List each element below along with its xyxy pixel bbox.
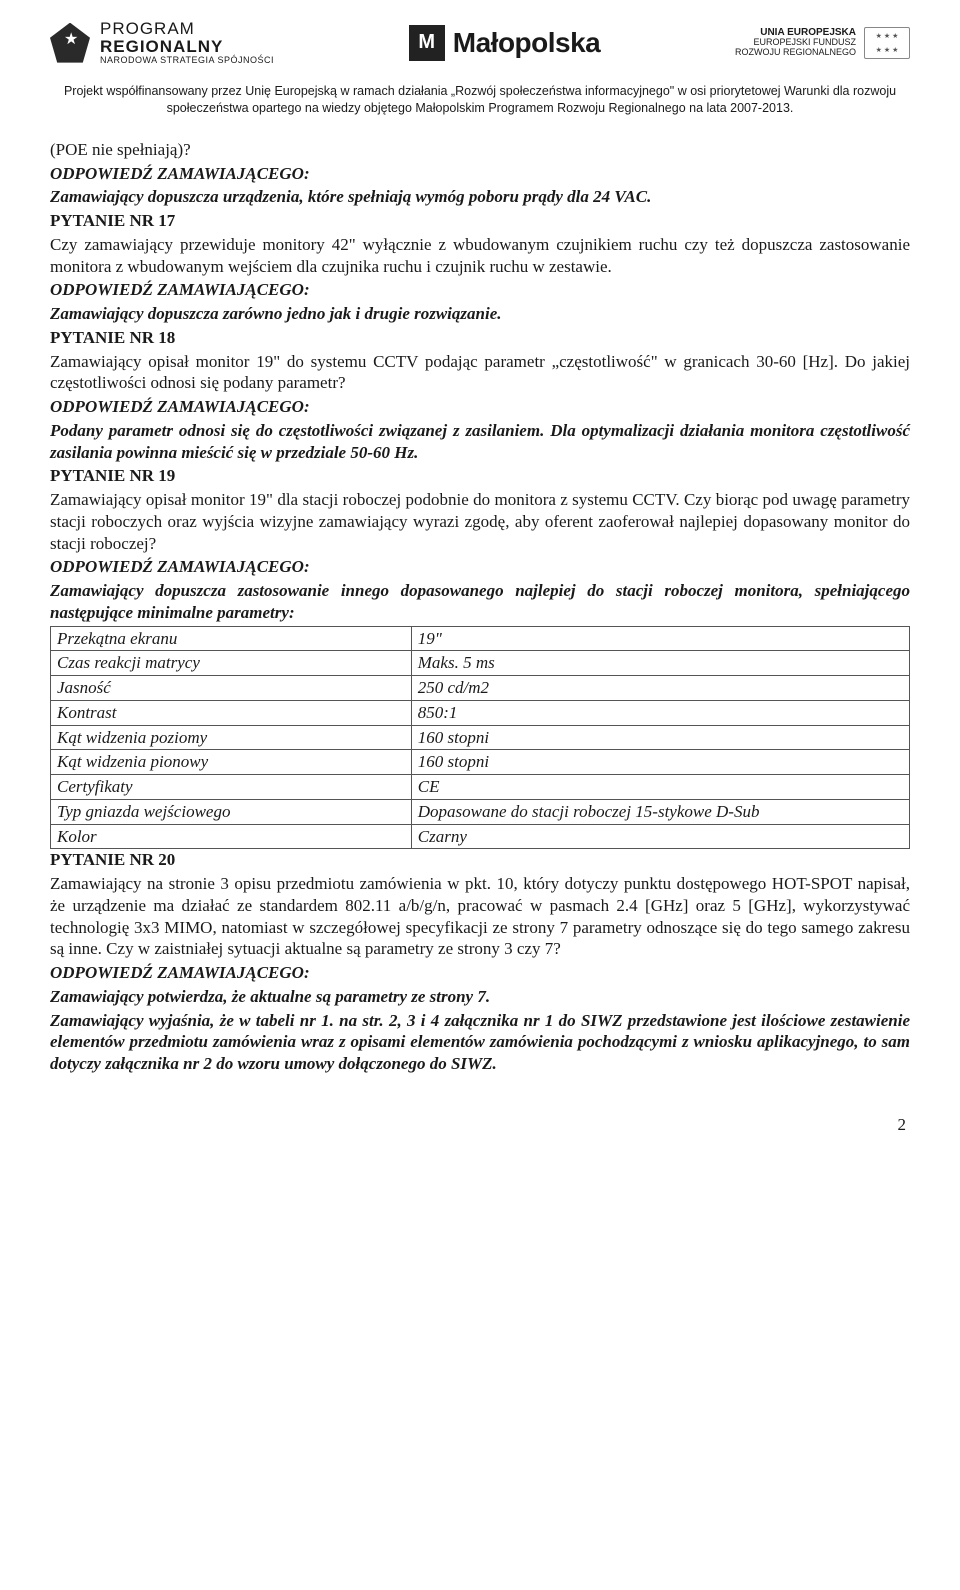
cell-value: CE [411, 775, 909, 800]
cell-value: 160 stopni [411, 725, 909, 750]
cell-value: 250 cd/m2 [411, 676, 909, 701]
intro-answer-head: ODPOWIEDŹ ZAMAWIAJĄCEGO: [50, 163, 910, 185]
logo-left-line3: NARODOWA STRATEGIA SPÓJNOŚCI [100, 56, 274, 65]
eu-text: UNIA EUROPEJSKA EUROPEJSKI FUNDUSZ ROZWO… [735, 27, 856, 58]
cell-value: 850:1 [411, 700, 909, 725]
eu-flag-icon [864, 27, 910, 59]
cell-value: 160 stopni [411, 750, 909, 775]
q19-head: PYTANIE NR 19 [50, 465, 910, 487]
cell-value: Maks. 5 ms [411, 651, 909, 676]
malopolska-mark-icon: M [409, 25, 445, 61]
table-row: Kąt widzenia poziomy160 stopni [51, 725, 910, 750]
q19-table-body: Przekątna ekranu19" Czas reakcji matrycy… [51, 626, 910, 849]
q17-head: PYTANIE NR 17 [50, 210, 910, 232]
logo-left-line1: PROGRAM [100, 20, 274, 38]
cell-param: Przekątna ekranu [51, 626, 412, 651]
q18-body: Zamawiający opisał monitor 19" do system… [50, 351, 910, 395]
logo-malopolska: M Małopolska [409, 25, 600, 61]
q19-answer-body: Zamawiający dopuszcza zastosowanie inneg… [50, 580, 910, 624]
cell-param: Czas reakcji matrycy [51, 651, 412, 676]
header: PROGRAM REGIONALNY NARODOWA STRATEGIA SP… [50, 20, 910, 65]
cell-value: 19" [411, 626, 909, 651]
cofinance-statement: Projekt współfinansowany przez Unię Euro… [50, 83, 910, 117]
table-row: Czas reakcji matrycyMaks. 5 ms [51, 651, 910, 676]
intro-line1: (POE nie spełniają)? [50, 139, 910, 161]
table-row: Jasność250 cd/m2 [51, 676, 910, 701]
table-row: Kąt widzenia pionowy160 stopni [51, 750, 910, 775]
q20-head: PYTANIE NR 20 [50, 849, 910, 871]
table-row: KolorCzarny [51, 824, 910, 849]
logo-left-line2: REGIONALNY [100, 38, 274, 56]
q20-body: Zamawiający na stronie 3 opisu przedmiot… [50, 873, 910, 960]
table-row: Przekątna ekranu19" [51, 626, 910, 651]
cell-value: Czarny [411, 824, 909, 849]
body: (POE nie spełniają)? ODPOWIEDŹ ZAMAWIAJĄ… [50, 139, 910, 1075]
cell-param: Kontrast [51, 700, 412, 725]
q17-answer-body: Zamawiający dopuszcza zarówno jedno jak … [50, 303, 910, 325]
page: PROGRAM REGIONALNY NARODOWA STRATEGIA SP… [0, 0, 960, 1165]
q17-body: Czy zamawiający przewiduje monitory 42" … [50, 234, 910, 278]
q19-body: Zamawiający opisał monitor 19" dla stacj… [50, 489, 910, 554]
q20-answer-head: ODPOWIEDŹ ZAMAWIAJĄCEGO: [50, 962, 910, 984]
logo-program-regionalny: PROGRAM REGIONALNY NARODOWA STRATEGIA SP… [50, 20, 274, 65]
cell-param: Kolor [51, 824, 412, 849]
malopolska-label: Małopolska [453, 27, 600, 59]
q18-answer-head: ODPOWIEDŹ ZAMAWIAJĄCEGO: [50, 396, 910, 418]
cell-param: Kąt widzenia poziomy [51, 725, 412, 750]
q18-answer-body: Podany parametr odnosi się do częstotliw… [50, 420, 910, 464]
q19-params-table: Przekątna ekranu19" Czas reakcji matrycy… [50, 626, 910, 850]
q20-answer-line1: Zamawiający potwierdza, że aktualne są p… [50, 986, 910, 1008]
logo-left-text: PROGRAM REGIONALNY NARODOWA STRATEGIA SP… [100, 20, 274, 65]
cell-param: Kąt widzenia pionowy [51, 750, 412, 775]
table-row: Typ gniazda wejściowegoDopasowane do sta… [51, 799, 910, 824]
star-pentagon-icon [50, 23, 90, 63]
eu-line3: ROZWOJU REGIONALNEGO [735, 48, 856, 58]
cell-param: Certyfikaty [51, 775, 412, 800]
table-row: Kontrast850:1 [51, 700, 910, 725]
q19-answer-head: ODPOWIEDŹ ZAMAWIAJĄCEGO: [50, 556, 910, 578]
q20-answer-line2: Zamawiający wyjaśnia, że w tabeli nr 1. … [50, 1010, 910, 1075]
cell-param: Typ gniazda wejściowego [51, 799, 412, 824]
table-row: CertyfikatyCE [51, 775, 910, 800]
cell-value: Dopasowane do stacji roboczej 15-stykowe… [411, 799, 909, 824]
intro-answer-body: Zamawiający dopuszcza urządzenia, które … [50, 186, 910, 208]
q18-head: PYTANIE NR 18 [50, 327, 910, 349]
logo-eu: UNIA EUROPEJSKA EUROPEJSKI FUNDUSZ ROZWO… [735, 27, 910, 59]
cell-param: Jasność [51, 676, 412, 701]
page-number: 2 [50, 1115, 910, 1135]
q17-answer-head: ODPOWIEDŹ ZAMAWIAJĄCEGO: [50, 279, 910, 301]
